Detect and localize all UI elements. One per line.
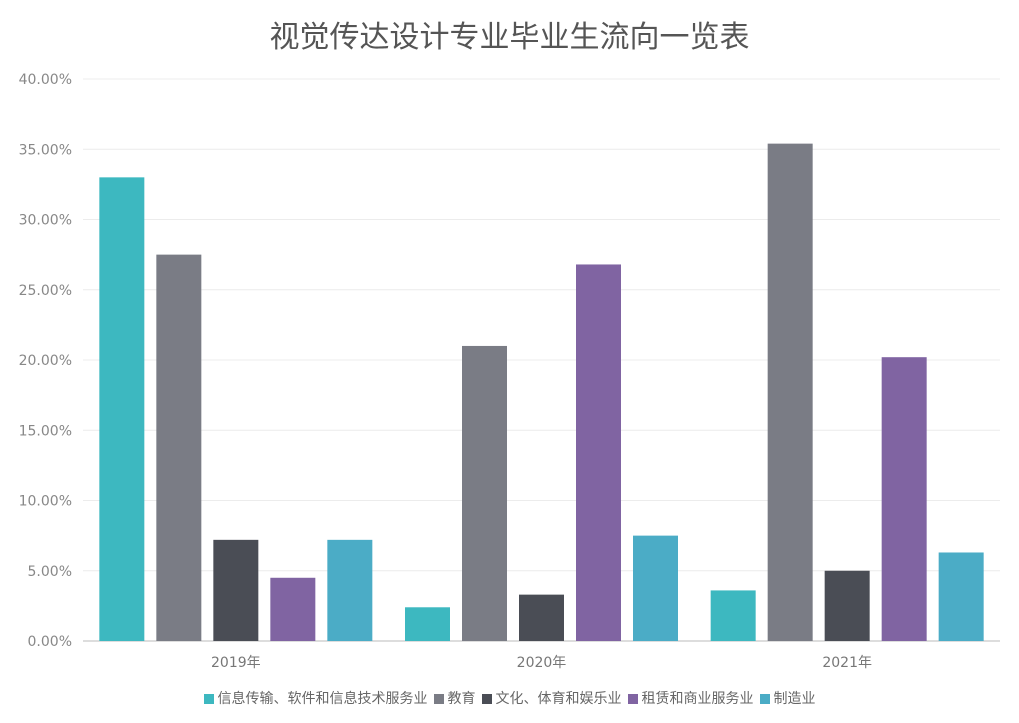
y-tick-label: 10.00% [19, 494, 72, 510]
y-tick-label: 25.00% [19, 283, 72, 299]
bar [156, 254, 202, 641]
bar [767, 143, 813, 641]
legend-label: 制造业 [773, 691, 816, 707]
bar [213, 539, 259, 641]
y-tick-label: 30.00% [19, 213, 72, 229]
legend-item[interactable]: 信息传输、软件和信息技术服务业 [203, 688, 428, 708]
bar [270, 577, 316, 641]
legend-item[interactable]: 教育 [433, 688, 476, 708]
y-tick-label: 35.00% [19, 142, 72, 158]
bar [938, 552, 984, 641]
y-tick-label: 0.00% [28, 634, 72, 650]
bar [710, 590, 756, 641]
y-tick-label: 40.00% [19, 72, 72, 88]
bar [881, 357, 927, 641]
y-tick-label: 5.00% [28, 564, 72, 580]
legend-swatch [433, 694, 444, 704]
bar [519, 594, 564, 641]
y-tick-label: 20.00% [19, 353, 72, 369]
legend-label: 教育 [447, 691, 476, 707]
legend: 信息传输、软件和信息技术服务业 教育 文化、体育和娱乐业 租赁和商业服务业 制造业 [0, 688, 1019, 708]
legend-swatch [627, 694, 638, 704]
bar [327, 539, 373, 641]
x-tick-label: 2020年 [517, 655, 567, 671]
bar [633, 535, 678, 641]
chart-title: 视觉传达设计专业毕业生流向一览表 [269, 20, 750, 55]
legend-label: 租赁和商业服务业 [641, 691, 754, 707]
bar [462, 345, 507, 641]
legend-label: 文化、体育和娱乐业 [495, 691, 622, 707]
bar [824, 570, 870, 641]
y-tick-label: 15.00% [19, 423, 72, 439]
bar [99, 177, 145, 641]
legend-item[interactable]: 租赁和商业服务业 [627, 688, 754, 708]
legend-swatch [203, 694, 214, 704]
legend-swatch [481, 694, 492, 704]
bar [405, 607, 450, 641]
x-tick-label: 2019年 [211, 655, 261, 671]
legend-item[interactable]: 制造业 [759, 688, 816, 708]
legend-label: 信息传输、软件和信息技术服务业 [217, 691, 428, 707]
bar [576, 264, 621, 641]
legend-swatch [759, 694, 770, 704]
legend-item[interactable]: 文化、体育和娱乐业 [481, 688, 622, 708]
x-tick-label: 2021年 [822, 655, 872, 671]
